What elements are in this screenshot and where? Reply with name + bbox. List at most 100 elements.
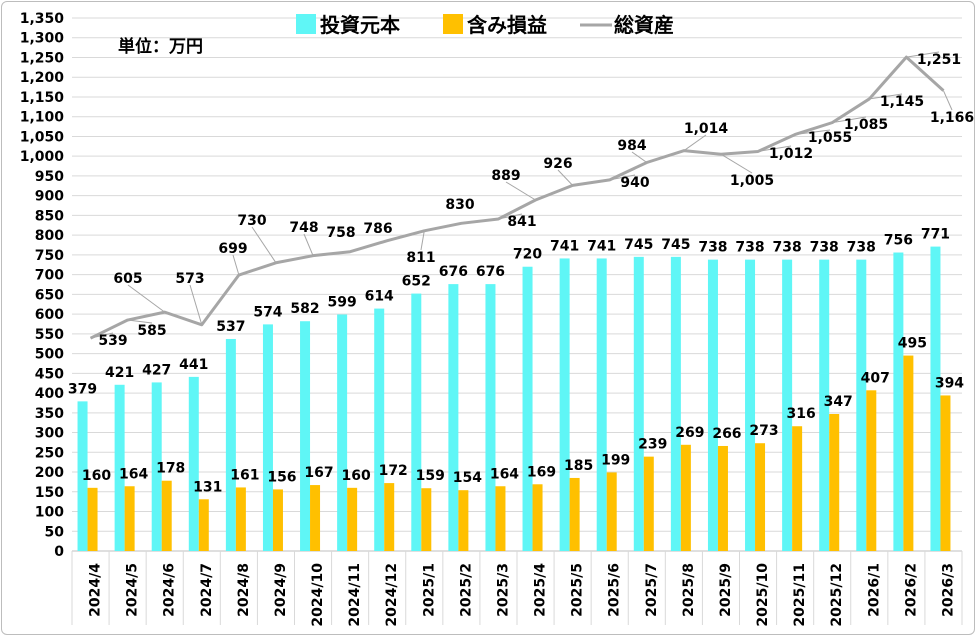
gains-data-label: 156: [267, 469, 296, 485]
x-tick-label: 2025/10: [755, 563, 771, 627]
total-leader-line: [609, 174, 636, 181]
y-tick-label: 450: [35, 366, 64, 382]
principal-data-label: 441: [179, 357, 208, 373]
total-leader-line: [720, 153, 753, 174]
principal-bar: [262, 324, 273, 551]
total-leader-line: [505, 181, 536, 201]
unit-note: 単位：万円: [118, 36, 203, 57]
gains-bar: [903, 355, 914, 551]
x-tick-label: 2024/11: [347, 563, 363, 627]
principal-data-label: 676: [476, 264, 505, 280]
gains-bar: [680, 444, 691, 551]
x-tick-label: 2024/8: [236, 563, 252, 617]
principal-data-label: 738: [698, 240, 727, 256]
gains-data-label: 167: [304, 465, 333, 481]
principal-bar: [633, 256, 644, 551]
gains-bar: [532, 484, 543, 551]
gains-data-label: 154: [453, 470, 482, 486]
total-data-label: 1,055: [808, 130, 852, 146]
y-tick-label: 100: [35, 505, 64, 521]
gains-bar: [643, 456, 654, 551]
principal-data-label: 379: [68, 381, 97, 397]
x-tick-label: 2025/9: [718, 563, 734, 617]
y-tick-label: 0: [54, 544, 64, 560]
total-leader-line: [127, 319, 153, 324]
gains-data-label: 269: [675, 425, 704, 441]
gains-data-label: 164: [490, 466, 519, 482]
y-tick-label: 1,350: [20, 11, 65, 27]
principal-bar: [670, 256, 681, 551]
x-tick-label: 2025/8: [681, 563, 697, 617]
principal-data-label: 720: [513, 247, 542, 263]
principal-data-label: 427: [142, 362, 171, 378]
x-tick-label: 2026/3: [940, 563, 956, 617]
x-tick-label: 2026/2: [903, 563, 919, 617]
gains-data-label: 273: [749, 423, 778, 439]
principal-data-label: 745: [661, 237, 690, 253]
gains-bar: [124, 486, 135, 551]
legend-label-principal: 投資元本: [320, 13, 400, 37]
gains-bar: [755, 443, 766, 551]
principal-bar: [819, 259, 830, 551]
principal-bar: [114, 384, 125, 551]
data-labels: 379 160 421 164 427 178 441 131 537 161 574 156 582 1…: [68, 52, 974, 495]
gains-bar: [940, 395, 951, 551]
total-data-label: 585: [137, 323, 166, 339]
gains-bar: [717, 445, 728, 551]
y-tick-label: 1,300: [20, 31, 65, 47]
principal-bar: [448, 284, 459, 551]
y-tick-label: 350: [35, 406, 64, 422]
total-data-label: 1,166: [930, 110, 974, 126]
x-tick-label: 2024/9: [273, 563, 289, 617]
total-data-label: 830: [445, 197, 474, 213]
total-data-label: 605: [113, 271, 142, 287]
y-tick-label: 1,200: [20, 70, 65, 86]
principal-bar: [856, 259, 867, 551]
principal-bar: [485, 284, 496, 551]
principal-data-label: 738: [735, 240, 764, 256]
gains-bar: [606, 472, 617, 551]
x-tick-label: 2024/10: [310, 563, 326, 627]
principal-data-label: 741: [587, 238, 616, 254]
gains-data-label: 164: [119, 466, 148, 482]
y-tick-label: 200: [35, 465, 64, 481]
total-leader-line: [420, 230, 425, 251]
x-tick-label: 2024/12: [384, 563, 400, 627]
total-data-label: 1,012: [769, 146, 813, 162]
gains-data-label: 178: [156, 461, 185, 477]
gains-data-label: 131: [193, 479, 222, 495]
legend-label-total: 総資産: [614, 13, 674, 37]
gains-bar: [235, 487, 246, 551]
x-tick-label: 2024/6: [162, 563, 178, 617]
principal-data-label: 421: [105, 365, 134, 381]
x-tick-label: 2025/7: [644, 563, 660, 617]
total-data-label: 573: [175, 271, 204, 287]
x-tick-label: 2026/1: [866, 563, 882, 617]
x-tick-label: 2025/4: [533, 563, 549, 617]
principal-data-label: 771: [921, 227, 950, 243]
principal-bar: [893, 252, 904, 551]
gains-bar: [347, 487, 358, 551]
principal-data-label: 574: [253, 304, 282, 320]
gains-bar: [495, 486, 506, 551]
gains-data-label: 347: [824, 394, 853, 410]
gains-data-label: 239: [638, 437, 667, 453]
bars: [77, 246, 951, 551]
total-data-label: 1,014: [684, 121, 729, 137]
total-data-label: 758: [326, 225, 355, 241]
principal-data-label: 599: [328, 295, 357, 311]
y-tick-label: 800: [35, 228, 64, 244]
total-leader-line: [232, 254, 240, 276]
total-line: [89, 51, 953, 340]
x-tick-label: 2025/5: [570, 563, 586, 617]
gains-bar: [87, 487, 98, 551]
total-data-label: 841: [507, 214, 536, 230]
principal-bar: [374, 308, 385, 551]
y-tick-label: 550: [35, 327, 64, 343]
gains-data-label: 407: [861, 370, 890, 386]
gains-data-label: 169: [527, 464, 556, 480]
y-tick-label: 400: [35, 386, 64, 402]
principal-bar: [411, 293, 422, 551]
gains-data-label: 316: [787, 406, 816, 422]
principal-data-label: 676: [439, 264, 468, 280]
